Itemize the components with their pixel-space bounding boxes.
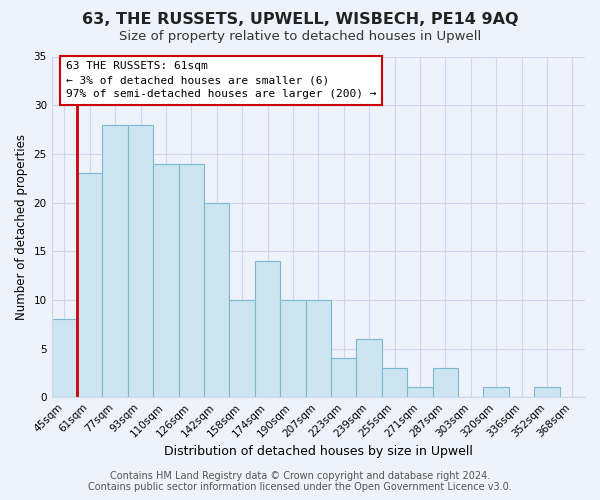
Bar (179, 164, 204, 397)
Bar (331, 358, 356, 397)
Y-axis label: Number of detached properties: Number of detached properties (15, 134, 28, 320)
Bar (356, 339, 382, 397)
Bar (484, 388, 509, 397)
Bar (407, 388, 433, 397)
Text: 63, THE RUSSETS, UPWELL, WISBECH, PE14 9AQ: 63, THE RUSSETS, UPWELL, WISBECH, PE14 9… (82, 12, 518, 28)
Bar (305, 300, 331, 397)
Text: Contains HM Land Registry data © Crown copyright and database right 2024.
Contai: Contains HM Land Registry data © Crown c… (88, 471, 512, 492)
Bar (103, 124, 128, 397)
Text: 63 THE RUSSETS: 61sqm
← 3% of detached houses are smaller (6)
97% of semi-detach: 63 THE RUSSETS: 61sqm ← 3% of detached h… (65, 62, 376, 100)
Bar (280, 300, 305, 397)
Bar (153, 164, 179, 397)
Bar (382, 368, 407, 397)
Bar (534, 388, 560, 397)
Bar (229, 300, 255, 397)
X-axis label: Distribution of detached houses by size in Upwell: Distribution of detached houses by size … (164, 444, 473, 458)
Bar (77, 174, 103, 397)
Bar (433, 368, 458, 397)
Bar (128, 124, 153, 397)
Bar (52, 320, 77, 397)
Text: Size of property relative to detached houses in Upwell: Size of property relative to detached ho… (119, 30, 481, 43)
Bar (204, 202, 229, 397)
Bar (255, 261, 280, 397)
